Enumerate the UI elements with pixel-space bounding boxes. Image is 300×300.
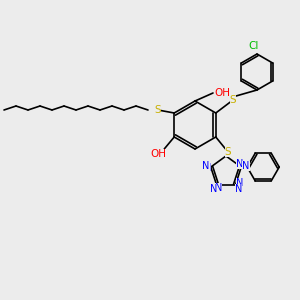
Text: N: N bbox=[204, 163, 212, 173]
Text: OH: OH bbox=[214, 88, 230, 98]
Text: N: N bbox=[236, 178, 243, 188]
Text: S: S bbox=[230, 95, 236, 105]
Text: S: S bbox=[225, 147, 231, 157]
Text: N: N bbox=[242, 160, 250, 170]
Text: N: N bbox=[202, 160, 210, 170]
Text: N: N bbox=[235, 184, 242, 194]
Text: N: N bbox=[236, 159, 243, 169]
Text: N: N bbox=[215, 183, 222, 193]
Text: N: N bbox=[210, 184, 217, 194]
Text: Cl: Cl bbox=[249, 41, 259, 51]
Text: OH: OH bbox=[150, 149, 166, 159]
Text: S: S bbox=[155, 105, 161, 115]
